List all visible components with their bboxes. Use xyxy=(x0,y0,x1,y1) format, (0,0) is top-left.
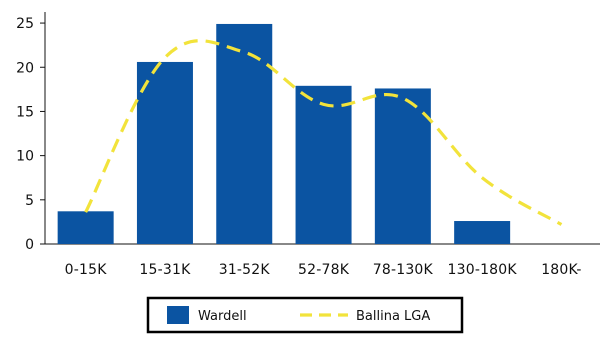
bar-wardell-0-15K xyxy=(58,211,114,244)
y-tick-label: 10 xyxy=(16,149,34,165)
y-tick-label: 25 xyxy=(16,16,34,32)
x-tick-label: 0-15K xyxy=(65,262,108,278)
bar-wardell-130-180K xyxy=(454,221,510,244)
y-tick-label: 20 xyxy=(16,60,34,76)
y-tick-label: 5 xyxy=(25,193,34,209)
x-axis-labels: 0-15K 15-31K 31-52K 52-78K 78-130K 130-180K 18… xyxy=(65,262,582,278)
bar-wardell-52-78K xyxy=(296,86,352,244)
bar-wardell-15-31K xyxy=(137,62,193,244)
y-tick-label: 15 xyxy=(16,104,34,120)
legend-label-wardell: Wardell xyxy=(198,309,247,324)
y-tick-label: 0 xyxy=(25,237,34,253)
x-tick-label: 130-180K xyxy=(448,262,518,278)
legend: Wardell Ballina LGA xyxy=(148,298,462,332)
bar-wardell-78-130K xyxy=(375,88,431,244)
bar-wardell-31-52K xyxy=(216,24,272,244)
x-tick-label: 15-31K xyxy=(139,262,191,278)
x-tick-label: 180K- xyxy=(541,262,581,278)
x-tick-label: 31-52K xyxy=(219,262,271,278)
x-tick-label: 52-78K xyxy=(298,262,350,278)
legend-label-ballina-lga: Ballina LGA xyxy=(356,309,430,324)
x-tick-label: 78-130K xyxy=(373,262,434,278)
legend-swatch-wardell xyxy=(167,306,189,324)
